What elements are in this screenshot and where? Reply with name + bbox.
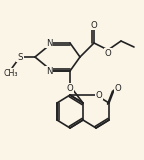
Text: O: O bbox=[96, 91, 102, 100]
Text: CH₃: CH₃ bbox=[4, 68, 18, 77]
Text: N: N bbox=[46, 67, 52, 76]
Text: O: O bbox=[67, 84, 73, 92]
Text: O: O bbox=[91, 20, 97, 29]
Text: O: O bbox=[105, 48, 111, 57]
Text: O: O bbox=[115, 84, 121, 92]
Text: N: N bbox=[46, 39, 52, 48]
Text: S: S bbox=[17, 52, 23, 61]
